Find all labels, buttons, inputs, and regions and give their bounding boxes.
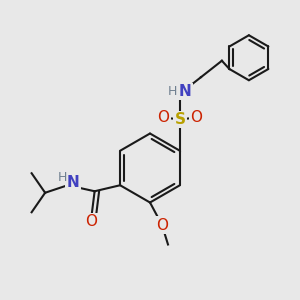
Text: O: O	[85, 214, 98, 229]
Text: N: N	[179, 84, 192, 99]
Text: H: H	[58, 171, 67, 184]
Text: N: N	[67, 175, 80, 190]
Text: O: O	[190, 110, 202, 125]
Text: O: O	[158, 110, 169, 125]
Text: H: H	[168, 85, 177, 98]
Text: S: S	[174, 112, 185, 127]
Text: O: O	[156, 218, 168, 232]
